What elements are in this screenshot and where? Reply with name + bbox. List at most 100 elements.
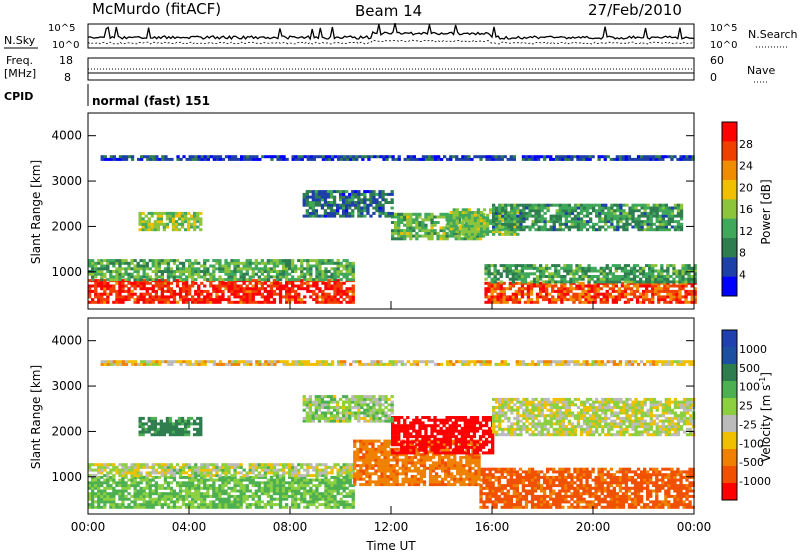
heatmap-cell [248,287,252,291]
heatmap-cell [297,275,301,279]
heatmap-cell [212,155,216,159]
heatmap-cell [514,266,518,270]
heatmap-cell [503,500,507,504]
heatmap-cell [243,155,247,159]
heatmap-cell [91,289,95,293]
heatmap-cell [345,259,349,263]
heatmap-cell [572,292,576,296]
heatmap-cell [578,295,582,299]
heatmap-cell [263,492,267,496]
heatmap-cell [418,229,422,233]
heatmap-cell [174,214,179,218]
heatmap-cell [327,298,331,302]
heatmap-cell [543,228,547,232]
heatmap-cell [151,270,155,273]
heatmap-cell [558,157,562,161]
heatmap-cell [479,467,483,471]
heatmap-cell [606,155,610,159]
heatmap-cell [314,192,318,196]
heatmap-cell [138,220,142,224]
heatmap-cell [501,232,505,236]
heatmap-cell [508,284,512,288]
heatmap-cell [504,220,508,224]
heatmap-cell [300,475,304,479]
heatmap-cell [532,266,537,270]
heatmap-cell [515,470,519,474]
heatmap-cell [181,489,186,493]
heatmap-cell [266,259,271,263]
heatmap-cell [566,266,570,270]
heatmap-cell [249,155,253,159]
heatmap-cell [625,220,629,224]
heatmap-cell [245,270,249,273]
heatmap-cell [269,261,274,265]
colorbar-tick-label: 24 [739,160,753,173]
heatmap-cell [390,192,394,196]
heatmap-cell [130,474,134,478]
heatmap-cell [457,221,461,224]
heatmap-cell [324,505,328,509]
heatmap-cell [300,298,304,302]
heatmap-cell [549,214,553,218]
cpid-label: CPID [4,90,33,103]
heatmap-cell [492,230,496,234]
heatmap-cell [323,211,328,215]
heatmap-cell [509,473,513,477]
heatmap-cell [336,471,340,475]
heatmap-cell [245,284,249,288]
heatmap-cell [427,218,431,222]
heatmap-cell [309,264,313,268]
heatmap-cell [558,225,562,229]
heatmap-cell [524,505,529,509]
heatmap-cell [130,157,135,161]
heatmap-cell [502,289,506,293]
heatmap-cell [233,463,237,467]
heatmap-cell [291,486,295,490]
heatmap-cell [329,201,334,204]
heatmap-cell [530,489,535,493]
heatmap-cell [657,269,661,273]
heatmap-cell [266,270,271,273]
heatmap-cell [555,211,559,215]
heatmap-cell [251,475,255,479]
heatmap-cell [672,298,676,302]
heatmap-cell [569,280,573,284]
heatmap-cell [206,474,210,478]
heatmap-cell [605,275,609,278]
heatmap-cell [549,228,553,232]
heatmap-cell [336,474,340,478]
heatmap-cell [160,300,164,304]
heatmap-cell [482,216,487,220]
heatmap-cell [684,269,688,273]
heatmap-cell [631,214,635,218]
heatmap-cell [643,222,647,226]
heatmap-cell [330,261,334,265]
heatmap-cell [635,275,640,278]
heatmap-cell [625,225,629,229]
heatmap-cell [306,481,310,485]
heatmap-cell [534,214,538,218]
heatmap-cell [306,484,310,488]
heatmap-cell [257,505,261,509]
heatmap-cell [154,463,158,467]
heatmap-cell [421,234,425,238]
heatmap-cell [527,467,532,471]
heatmap-cell [581,287,585,291]
heatmap-cell [452,155,456,159]
heatmap-cell [360,201,364,204]
heatmap-cell [209,264,213,268]
heatmap-cell [508,266,512,270]
heatmap-cell [330,287,334,291]
heatmap-cell [191,272,195,276]
heatmap-cell [670,155,674,159]
heatmap-cell [527,478,532,482]
heatmap-cell [479,213,484,217]
heatmap-cell [339,203,343,207]
heatmap-cell [664,211,668,215]
heatmap-cell [266,481,271,485]
heatmap-cell [197,484,201,488]
heatmap-cell [351,264,355,268]
heatmap-cell [540,217,544,221]
heatmap-cell [321,298,325,302]
heatmap-cell [620,284,625,288]
